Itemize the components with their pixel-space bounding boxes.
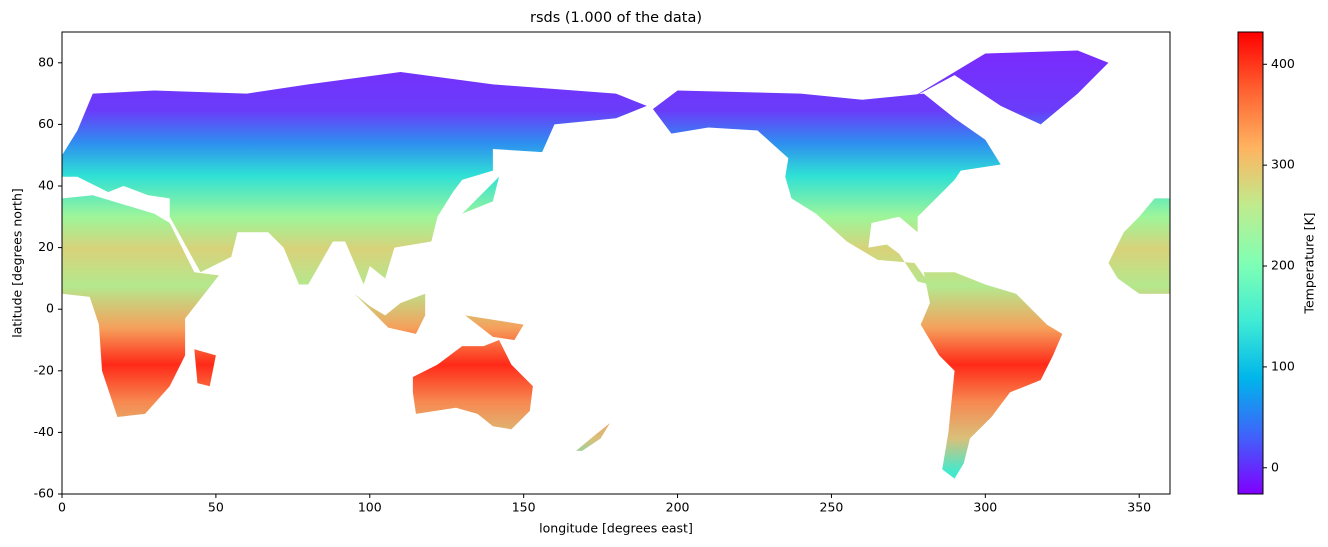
land-shape <box>62 72 647 285</box>
colorbar-tick-label: 300 <box>1271 157 1295 172</box>
land-shape <box>412 340 533 430</box>
x-tick-label: 300 <box>973 500 997 515</box>
y-tick-label: -40 <box>34 424 54 439</box>
y-tick-label: 40 <box>38 178 54 193</box>
chart-title: rsds (1.000 of the data) <box>530 10 702 26</box>
colorbar-tick-label: 200 <box>1271 258 1295 273</box>
x-tick-label: 200 <box>666 500 690 515</box>
y-tick-label: 60 <box>38 116 54 131</box>
colorbar-tick-label: 100 <box>1271 358 1295 373</box>
land-shape <box>194 349 216 387</box>
colorbar-tick-label: 0 <box>1271 459 1279 474</box>
x-tick-label: 150 <box>512 500 536 515</box>
y-tick-label: -20 <box>34 362 54 377</box>
land-shape <box>1108 198 1170 294</box>
y-tick-label: 20 <box>38 239 54 254</box>
x-tick-label: 100 <box>358 500 382 515</box>
x-tick-label: 0 <box>58 500 66 515</box>
land-shape <box>462 176 500 214</box>
land-shape <box>575 423 610 451</box>
land-shape <box>652 90 1001 285</box>
plot-frame <box>61 31 1171 495</box>
x-tick-label: 50 <box>208 500 224 515</box>
land-shape <box>908 50 1109 125</box>
land-layer <box>62 50 1170 479</box>
land-shape <box>920 272 1063 479</box>
land-shape <box>465 315 524 340</box>
y-axis-label: latitude [degrees north] <box>10 188 25 338</box>
x-tick-label: 250 <box>820 500 844 515</box>
y-tick-label: 0 <box>46 301 54 316</box>
colorbar <box>1237 31 1264 495</box>
x-axis-label: longitude [degrees east] <box>539 521 693 536</box>
colorbar-label: Temperature [K] <box>1302 212 1317 314</box>
land-shape <box>62 195 219 417</box>
colorbar-tick-label: 400 <box>1271 56 1295 71</box>
y-tick-label: 80 <box>38 54 54 69</box>
y-tick-label: -60 <box>34 486 54 501</box>
x-tick-label: 350 <box>1127 500 1151 515</box>
land-shape <box>354 293 426 334</box>
